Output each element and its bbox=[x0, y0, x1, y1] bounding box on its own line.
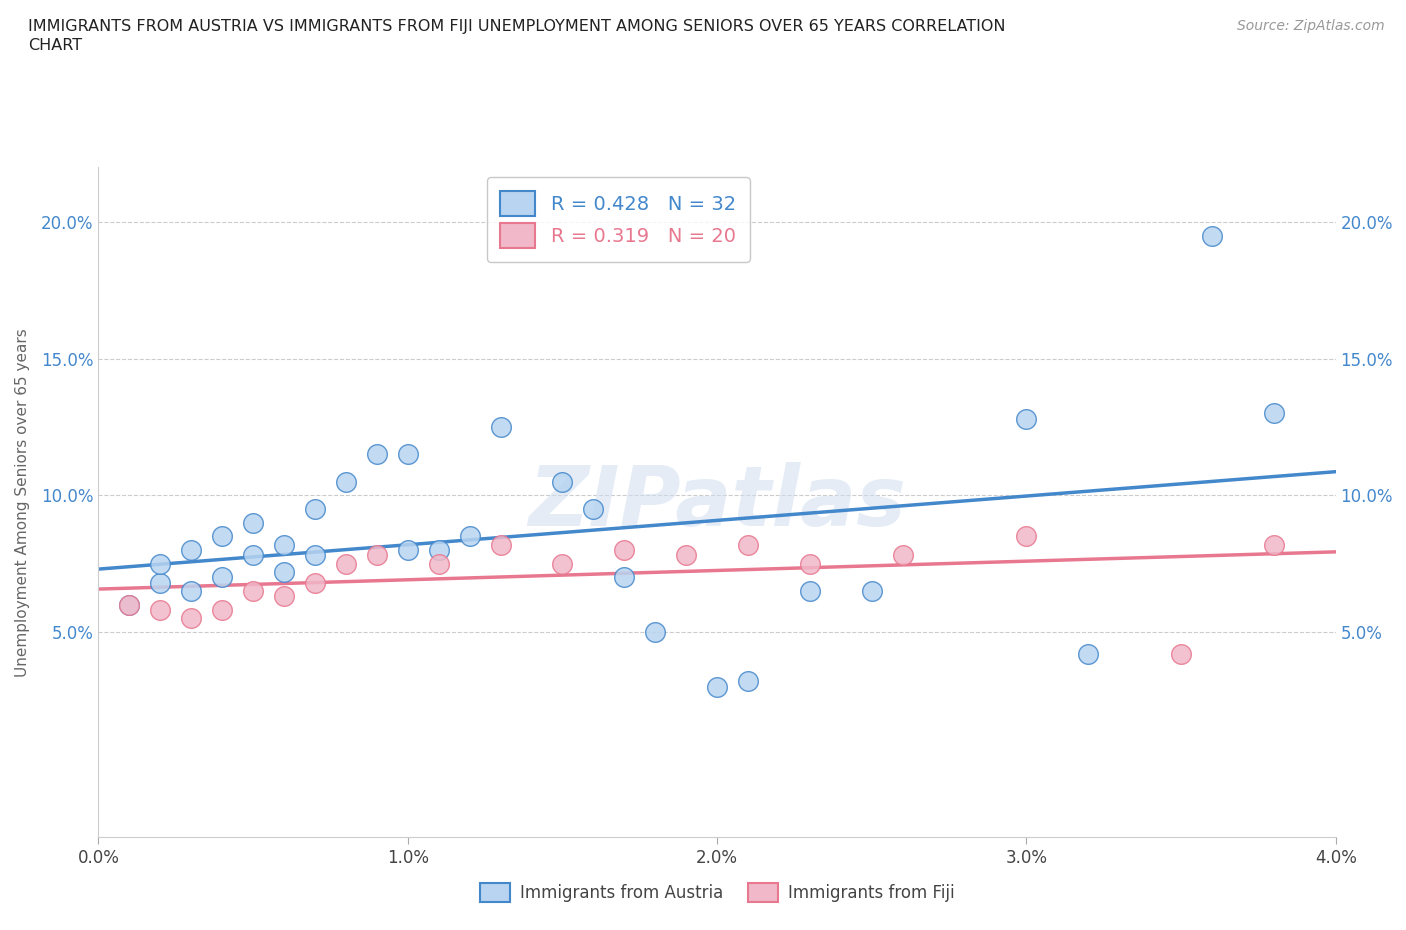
Point bbox=[242, 548, 264, 563]
Point bbox=[335, 474, 357, 489]
Point bbox=[458, 529, 481, 544]
Point bbox=[304, 548, 326, 563]
Point bbox=[1015, 411, 1038, 426]
Point bbox=[799, 556, 821, 571]
Point bbox=[489, 419, 512, 434]
Point bbox=[211, 529, 233, 544]
Point bbox=[149, 603, 172, 618]
Point bbox=[180, 542, 202, 557]
Point bbox=[118, 597, 141, 612]
Point bbox=[675, 548, 697, 563]
Point bbox=[180, 584, 202, 599]
Point bbox=[613, 542, 636, 557]
Point bbox=[489, 538, 512, 552]
Point bbox=[582, 501, 605, 516]
Text: ZIPatlas: ZIPatlas bbox=[529, 461, 905, 543]
Point bbox=[211, 603, 233, 618]
Point bbox=[273, 565, 295, 579]
Point bbox=[551, 474, 574, 489]
Point bbox=[1263, 405, 1285, 420]
Point bbox=[706, 679, 728, 694]
Point bbox=[644, 625, 666, 640]
Point bbox=[273, 589, 295, 604]
Point bbox=[737, 538, 759, 552]
Point bbox=[366, 548, 388, 563]
Point bbox=[891, 548, 914, 563]
Legend: Immigrants from Austria, Immigrants from Fiji: Immigrants from Austria, Immigrants from… bbox=[472, 876, 962, 909]
Point bbox=[1015, 529, 1038, 544]
Point bbox=[1077, 646, 1099, 661]
Text: Source: ZipAtlas.com: Source: ZipAtlas.com bbox=[1237, 19, 1385, 33]
Point bbox=[304, 576, 326, 591]
Point bbox=[180, 611, 202, 626]
Text: IMMIGRANTS FROM AUSTRIA VS IMMIGRANTS FROM FIJI UNEMPLOYMENT AMONG SENIORS OVER : IMMIGRANTS FROM AUSTRIA VS IMMIGRANTS FR… bbox=[28, 19, 1005, 53]
Y-axis label: Unemployment Among Seniors over 65 years: Unemployment Among Seniors over 65 years bbox=[15, 328, 30, 677]
Point bbox=[551, 556, 574, 571]
Point bbox=[1263, 538, 1285, 552]
Point bbox=[427, 556, 450, 571]
Point bbox=[396, 542, 419, 557]
Point bbox=[737, 673, 759, 688]
Point bbox=[242, 584, 264, 599]
Point bbox=[211, 570, 233, 585]
Point bbox=[149, 576, 172, 591]
Point bbox=[304, 501, 326, 516]
Point bbox=[149, 556, 172, 571]
Point bbox=[799, 584, 821, 599]
Point bbox=[1201, 228, 1223, 243]
Point bbox=[613, 570, 636, 585]
Point bbox=[396, 447, 419, 462]
Point bbox=[242, 515, 264, 530]
Point bbox=[273, 538, 295, 552]
Point bbox=[427, 542, 450, 557]
Point bbox=[860, 584, 883, 599]
Point bbox=[1170, 646, 1192, 661]
Point bbox=[366, 447, 388, 462]
Point bbox=[335, 556, 357, 571]
Point bbox=[118, 597, 141, 612]
